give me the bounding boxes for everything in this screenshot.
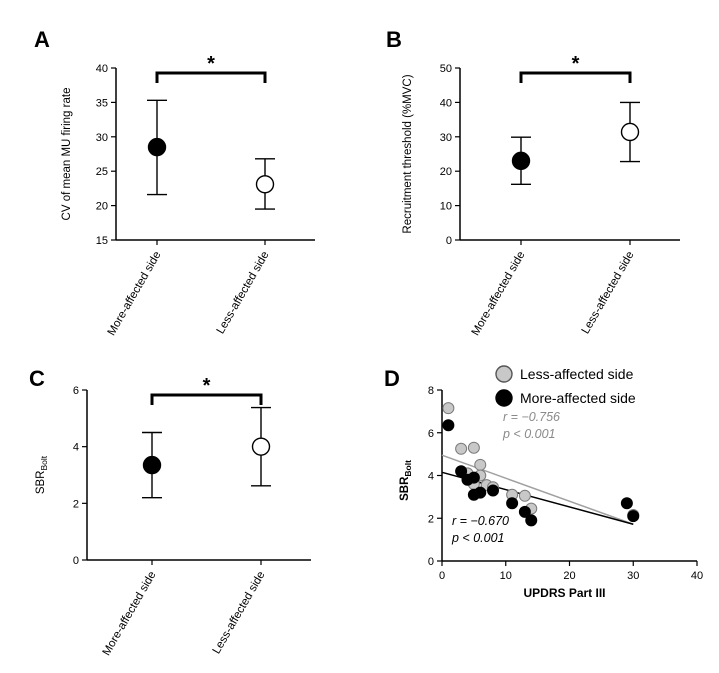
- data-point-more-affected: [455, 465, 468, 478]
- y-axis-label-subscript: Bolt: [403, 460, 413, 477]
- data-point-more-affected: [525, 514, 538, 527]
- significance-bracket: [150, 393, 263, 405]
- y-axis-label-main: SBR: [35, 471, 47, 495]
- data-point-more-affected: [442, 419, 455, 432]
- panel-c-chart: 0 2 4 6 More-affected side Less-affected side…: [35, 375, 311, 658]
- x-tick-label: 10: [500, 570, 512, 582]
- y-axis-label-main: SBR: [399, 476, 411, 501]
- significance-bracket: [519, 71, 632, 83]
- data-point-more-affected: [487, 484, 499, 497]
- x-category-label: More-affected side: [470, 250, 528, 338]
- x-tick-label: 40: [691, 570, 703, 582]
- regression-line-less-affected: [441, 454, 634, 525]
- x-tick-label: 30: [627, 570, 639, 582]
- y-tick-label: 15: [96, 235, 108, 247]
- data-point-more-affected: [518, 505, 531, 518]
- x-category-label: Less-affected side: [580, 250, 637, 337]
- panel-a-chart: 15 20 25 30 35 40 More-affected side Less-affec…: [61, 53, 315, 338]
- y-tick-label: 6: [428, 428, 434, 440]
- correlation-p: p < 0.001: [451, 531, 504, 545]
- x-tick-label: 0: [439, 570, 445, 582]
- legend-marker: [495, 389, 513, 407]
- panel-label-b: B: [386, 27, 402, 52]
- mean-point: [142, 455, 162, 475]
- correlation-r: r = −0.756: [503, 410, 560, 424]
- data-point-more-affected: [474, 486, 487, 499]
- y-tick-label: 40: [96, 63, 108, 75]
- y-tick-label: 40: [440, 97, 452, 109]
- y-axis-label: SBRBolt: [399, 460, 413, 501]
- legend-label: More-affected side: [520, 390, 636, 406]
- y-tick-label: 6: [73, 385, 79, 397]
- y-tick-label: 0: [428, 556, 434, 568]
- panel-d-chart: 0 2 4 6 8 0 10 20 30 40 UPDRS Part III SBRBolt Less-…: [399, 365, 703, 600]
- y-tick-label: 30: [440, 132, 452, 144]
- significance-bracket: [155, 71, 267, 83]
- panel-label-c: C: [29, 366, 45, 391]
- x-category-label: Less-affected side: [211, 570, 268, 657]
- data-point-less-affected: [442, 402, 455, 415]
- panel-label-d: D: [384, 366, 400, 391]
- mean-point: [147, 137, 167, 157]
- y-tick-label: 2: [73, 498, 79, 510]
- mean-point: [511, 151, 531, 171]
- y-axis-label-subscript: Bolt: [39, 455, 49, 470]
- correlation-r: r = −0.670: [452, 514, 509, 528]
- x-category-label: More-affected side: [106, 250, 164, 338]
- legend-label: Less-affected side: [520, 366, 634, 382]
- x-tick-label: 20: [563, 570, 575, 582]
- y-tick-label: 10: [440, 201, 452, 213]
- x-category-label: Less-affected side: [215, 250, 272, 337]
- y-tick-label: 20: [96, 201, 108, 213]
- data-point-more-affected: [620, 497, 633, 510]
- y-axis-label: Recruitment threshold (%MVC): [402, 74, 414, 233]
- y-axis-label: CV of mean MU firing rate: [61, 88, 73, 221]
- x-axis-label: UPDRS Part III: [523, 586, 605, 600]
- data-point-less-affected: [518, 489, 531, 502]
- mean-point: [251, 437, 271, 456]
- y-tick-label: 0: [73, 555, 79, 567]
- data-point-more-affected: [467, 471, 480, 484]
- y-axis-label: SBRBolt: [35, 455, 49, 494]
- data-point-more-affected: [627, 510, 640, 523]
- data-point-less-affected: [467, 441, 480, 454]
- y-tick-label: 4: [428, 471, 434, 483]
- x-category-label: More-affected side: [101, 570, 159, 658]
- significance-star: *: [572, 53, 580, 75]
- y-tick-label: 20: [440, 166, 452, 178]
- y-tick-label: 25: [96, 166, 108, 178]
- y-tick-label: 4: [73, 442, 79, 454]
- significance-star: *: [203, 375, 211, 397]
- correlation-p: p < 0.001: [502, 427, 555, 441]
- panel-b-chart: 0 10 20 30 40 50 More-affected side Less-affect…: [402, 53, 680, 338]
- legend-marker: [495, 365, 513, 383]
- mean-point: [620, 122, 640, 142]
- data-point-more-affected: [506, 497, 519, 510]
- panel-label-a: A: [34, 27, 50, 52]
- data-point-less-affected: [455, 442, 468, 455]
- y-tick-label: 0: [446, 235, 452, 247]
- significance-star: *: [207, 53, 215, 75]
- y-tick-label: 2: [428, 513, 434, 525]
- mean-point: [255, 175, 275, 194]
- data-point-less-affected: [474, 458, 487, 471]
- y-tick-label: 8: [428, 385, 434, 397]
- y-tick-label: 30: [96, 132, 108, 144]
- y-tick-label: 50: [440, 63, 452, 75]
- y-tick-label: 35: [96, 97, 108, 109]
